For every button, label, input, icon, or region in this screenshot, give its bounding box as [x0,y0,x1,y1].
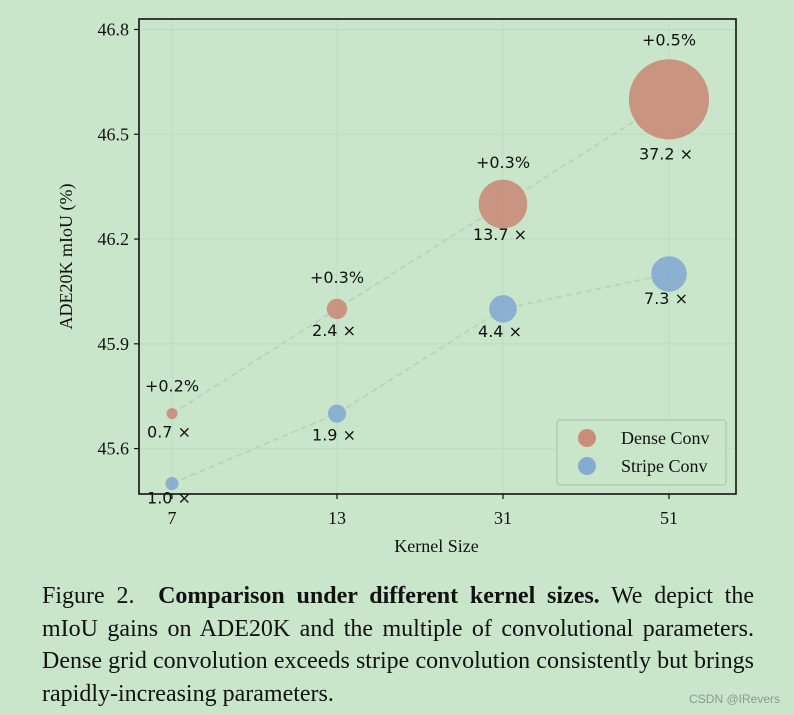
dense-multiplier-label: 37.2 × [639,144,693,163]
legend-marker-dense [578,429,596,447]
caption-text: We depict the mIoU gains on ADE20K and t… [42,583,754,707]
trend-line-dense [171,98,670,415]
x-axis-label: Kernel Size [394,536,478,556]
y-tick-label: 46.5 [98,124,130,144]
y-tick-label: 45.6 [98,439,130,459]
dense-point [628,59,710,140]
dense-point [326,298,348,320]
y-tick-label: 45.9 [98,334,130,354]
stripe-point [489,295,517,323]
kernel-size-chart: 0.7 × 2.4 × 13.7 × 37.2 × 1.0 × 1.9 × 4.4 × 7.3… [56,18,737,556]
plot-frame [138,18,737,495]
legend-label-dense: Dense Conv [621,428,710,448]
stripe-multiplier-label: 4.4 × [478,322,522,341]
legend-box [556,419,727,486]
dense-point [478,179,528,229]
stripe-point [165,476,179,491]
legend-label-stripe: Stripe Conv [621,456,708,476]
trend-line-stripe [171,273,670,485]
dense-multiplier-label: 0.7 × [147,423,191,442]
x-tick-label: 7 [168,508,177,528]
y-tick-label: 46.8 [98,19,130,39]
x-tick-label: 31 [494,508,512,528]
legend-marker-stripe [578,457,596,475]
gain-label: +0.2% [145,377,199,396]
gain-label: +0.3% [310,268,364,287]
caption-label: Figure 2. [42,583,135,609]
x-tick-label: 13 [328,508,346,528]
dense-point [166,408,178,420]
x-tick-label: 51 [660,508,678,528]
watermark: CSDN @IRevers [689,692,780,706]
caption-bold-title: Comparison under different kernel sizes. [158,583,600,609]
y-tick-label: 46.2 [98,229,130,249]
stripe-multiplier-label: 7.3 × [644,289,688,308]
dense-multiplier-label: 2.4 × [312,321,356,340]
stripe-point [651,256,687,292]
stripe-multiplier-label: 1.9 × [312,426,356,445]
y-axis-label: ADE20K mIoU (%) [56,184,77,330]
dense-multiplier-label: 13.7 × [473,225,527,244]
gain-label: +0.3% [476,153,530,172]
stripe-multiplier-label: 1.0 × [147,489,191,508]
figure-caption: Figure 2. Comparison under different ker… [42,580,754,710]
stripe-point [327,404,347,423]
gain-label: +0.5% [642,30,696,49]
